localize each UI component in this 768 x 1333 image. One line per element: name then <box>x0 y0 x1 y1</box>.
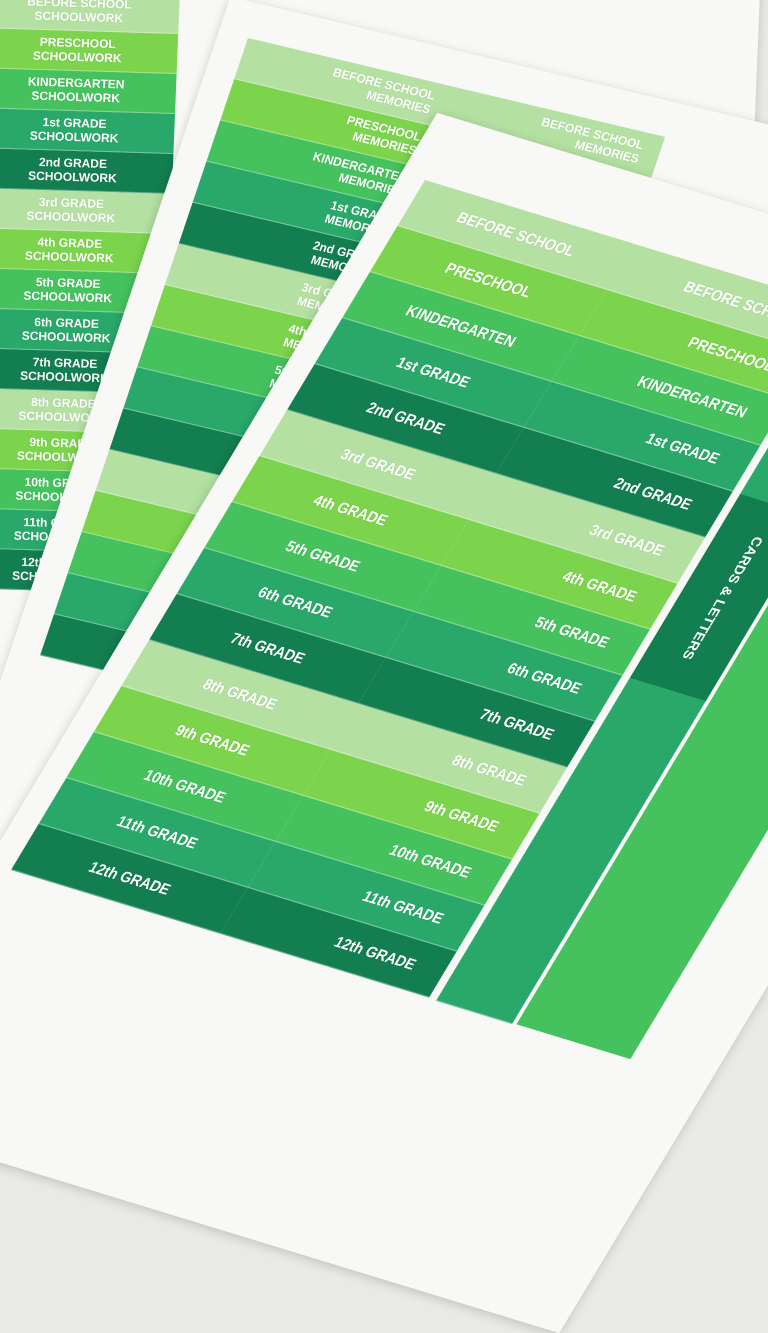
label-2nd-grade: 2nd GRADE SCHOOLWORK <box>0 148 174 194</box>
label-kindergarten: KINDERGARTEN SCHOOLWORK <box>0 68 177 114</box>
label-text: 1st GRADE <box>642 429 724 467</box>
label-text: 10th GRADE <box>140 765 230 806</box>
label-suffix: SCHOOLWORK <box>19 368 110 385</box>
label-text: 11th GRADE <box>359 886 448 927</box>
label-suffix: SCHOOLWORK <box>21 328 111 345</box>
label-text: 2nd GRADE <box>610 473 696 513</box>
label-text: 12th GRADE <box>85 857 175 898</box>
label-suffix: SCHOOLWORK <box>32 48 122 65</box>
label-suffix: SCHOOLWORK <box>27 168 118 185</box>
label-text: 4th GRADE <box>310 490 392 529</box>
label-text: 9th GRADE <box>421 796 503 835</box>
label-preschool: PRESCHOOL SCHOOLWORK <box>0 28 179 74</box>
label-text: 5th GRADE <box>531 612 614 651</box>
label-text: 7th GRADE <box>476 704 558 743</box>
label-text: 7th GRADE <box>227 628 309 667</box>
label-text: 11th GRADE <box>113 811 202 852</box>
label-text: 3rd GRADE <box>586 520 669 559</box>
label-text: 1st GRADE <box>393 352 474 391</box>
label-text: PRESCHOOL <box>441 258 536 301</box>
label-text: 8th GRADE <box>199 674 282 713</box>
label-text: 4th GRADE <box>559 566 641 605</box>
label-1st-grade: 1st GRADE SCHOOLWORK <box>0 108 175 154</box>
label-suffix: SCHOOLWORK <box>24 248 114 265</box>
label-text: 9th GRADE <box>172 720 254 759</box>
label-text: 5th GRADE <box>282 536 364 575</box>
label-text: PRESCHOOL <box>684 332 768 375</box>
label-text: 6th GRADE <box>254 582 337 621</box>
label-suffix: SCHOOLWORK <box>23 288 113 305</box>
label-suffix: SCHOOLWORK <box>34 8 124 25</box>
label-suffix: SCHOOLWORK <box>29 128 119 145</box>
label-3rd-grade: 3rd GRADE SCHOOLWORK <box>0 188 172 234</box>
label-text: 3rd GRADE <box>337 444 420 483</box>
label-text: 8th GRADE <box>448 750 531 789</box>
label-text: 6th GRADE <box>504 658 586 697</box>
label-text: 10th GRADE <box>386 840 476 881</box>
label-text: 12th GRADE <box>331 932 420 973</box>
label-suffix: SCHOOLWORK <box>26 208 116 225</box>
label-text: 2nd GRADE <box>363 398 449 438</box>
label-suffix: SCHOOLWORK <box>31 88 121 105</box>
